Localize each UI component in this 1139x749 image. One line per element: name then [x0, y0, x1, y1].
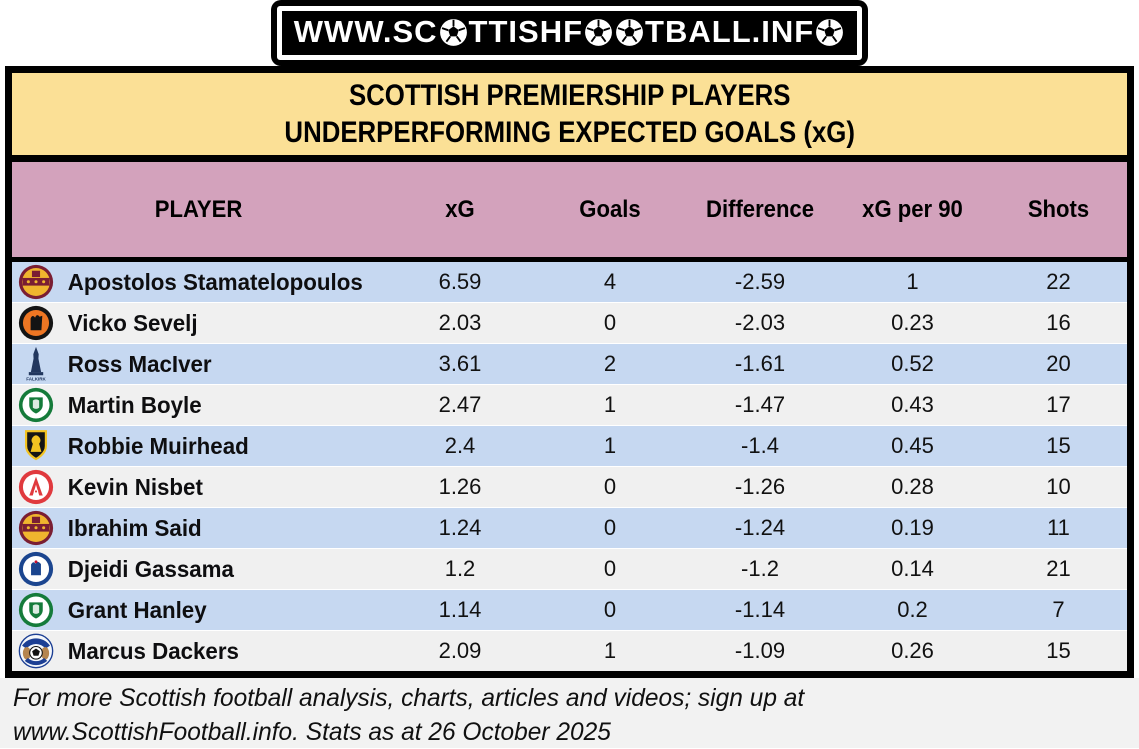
shots-value: 15: [1046, 638, 1071, 663]
column-header-xg: xG: [445, 195, 475, 223]
xg-per-90-value: 1: [906, 269, 919, 294]
goals-value: 0: [603, 310, 617, 335]
player-name: Grant Hanley: [67, 596, 207, 623]
xg-value: 2.09: [438, 638, 482, 663]
xg-per-90-value: 0.23: [891, 310, 934, 335]
column-header-goals: Goals: [579, 195, 641, 223]
shots-value: 15: [1046, 433, 1071, 458]
hibernian-crest: [12, 590, 60, 630]
shots-value: 11: [1047, 515, 1070, 540]
site-banner: WWW.SC TTISHF TBALL.INF: [270, 0, 869, 66]
xg-value: 2.47: [438, 392, 482, 417]
xg-per-90-value: 0.43: [891, 392, 934, 417]
player-name: Apostolos Stamatelopoulos: [67, 268, 363, 295]
table-row: Martin Boyle 2.47 1 -1.47 0.43 17: [12, 385, 1127, 426]
difference-value: -1.4: [741, 433, 779, 458]
table-row: Robbie Muirhead 2.4 1 -1.4 0.45 15: [12, 426, 1127, 467]
goals-value: 1: [603, 392, 617, 417]
column-header-difference: Difference: [706, 195, 814, 223]
page-title: SCOTTISH PREMIERSHIP PLAYERS UNDERPERFOR…: [12, 73, 1127, 162]
goals-value: 0: [603, 556, 617, 581]
table-row: Vicko Sevelj 2.03 0 -2.03 0.23 16: [12, 303, 1127, 344]
goals-value: 2: [603, 351, 617, 376]
table-row: Grant Hanley 1.14 0 -1.14 0.2 7: [12, 590, 1127, 631]
hibernian-crest: [12, 385, 60, 425]
xg-value: 1.14: [438, 597, 482, 622]
goals-value: 1: [603, 638, 617, 663]
shots-value: 7: [1052, 597, 1065, 622]
column-header-player: PLAYER: [154, 195, 243, 223]
xg-per-90-value: 0.2: [897, 597, 928, 622]
player-name: Vicko Sevelj: [67, 309, 198, 336]
title-line-1: SCOTTISH PREMIERSHIP PLAYERS: [348, 79, 791, 112]
footer-line-1: For more Scottish football analysis, cha…: [13, 684, 805, 712]
player-name: Ross MacIver: [67, 350, 212, 377]
player-name: Martin Boyle: [67, 391, 202, 418]
difference-value: -1.09: [734, 638, 786, 663]
table-row: Ibrahim Said 1.24 0 -1.24 0.19 11: [12, 508, 1127, 549]
goals-value: 0: [603, 597, 617, 622]
table-row: Kevin Nisbet 1.26 0 -1.26 0.28 10: [12, 467, 1127, 508]
xg-per-90-value: 0.26: [891, 638, 934, 663]
svg-text:FALKIRK: FALKIRK: [26, 377, 46, 382]
player-name: Marcus Dackers: [67, 637, 239, 664]
livingston-crest: [12, 426, 60, 466]
xg-value: 2.03: [438, 310, 482, 335]
shots-value: 17: [1046, 392, 1071, 417]
difference-value: -1.61: [734, 351, 786, 376]
table-row: Djeidi Gassama 1.2 0 -1.2 0.14 21: [12, 549, 1127, 590]
difference-value: -1.2: [741, 556, 779, 581]
player-name: Robbie Muirhead: [67, 432, 249, 459]
xg-value: 6.59: [438, 269, 482, 294]
xg-per-90-value: 0.14: [891, 556, 934, 581]
shots-value: 20: [1046, 351, 1071, 376]
difference-value: -1.47: [734, 392, 786, 417]
site-banner-text: WWW.SC TTISHF TBALL.INF: [276, 6, 863, 60]
xg-value: 2.4: [444, 433, 476, 458]
footer-line-2: www.ScottishFootball.info. Stats as at 2…: [13, 718, 611, 746]
column-header-xg-per-90: xG per 90: [862, 195, 963, 223]
difference-value: -2.03: [734, 310, 786, 335]
column-header-shots: Shots: [1027, 195, 1090, 223]
shots-value: 16: [1046, 310, 1071, 335]
table-row: FALKIRK Ross MacIver 3.61 2 -1.61 0.52 2…: [12, 344, 1127, 385]
motherwell-crest: [12, 508, 60, 548]
xg-per-90-value: 0.28: [891, 474, 934, 499]
goals-value: 0: [603, 515, 617, 540]
xg-per-90-value: 0.52: [891, 351, 934, 376]
kilmarnock-crest: [12, 631, 60, 671]
stats-table-card: SCOTTISH PREMIERSHIP PLAYERS UNDERPERFOR…: [5, 66, 1134, 678]
xg-per-90-value: 0.19: [891, 515, 934, 540]
title-line-2: UNDERPERFORMING EXPECTED GOALS (xG): [284, 116, 855, 149]
goals-value: 1: [603, 433, 617, 458]
falkirk-crest: FALKIRK: [12, 344, 60, 384]
footer-note: For more Scottish football analysis, cha…: [0, 678, 1139, 748]
xg-value: 3.61: [438, 351, 482, 376]
difference-value: -1.26: [734, 474, 786, 499]
xg-per-90-value: 0.45: [891, 433, 934, 458]
table-header: PLAYER xG Goals Difference xG per 90 Sho…: [12, 162, 1127, 262]
table-row: Apostolos Stamatelopoulos 6.59 4 -2.59 1…: [12, 262, 1127, 303]
shots-value: 21: [1046, 556, 1071, 581]
xg-value: 1.26: [438, 474, 482, 499]
difference-value: -2.59: [734, 269, 786, 294]
xg-value: 1.2: [444, 556, 476, 581]
table-body: Apostolos Stamatelopoulos 6.59 4 -2.59 1…: [12, 262, 1127, 671]
motherwell-crest: [12, 262, 60, 302]
player-name: Kevin Nisbet: [67, 473, 203, 500]
table-row: Marcus Dackers 2.09 1 -1.09 0.26 15: [12, 631, 1127, 671]
difference-value: -1.14: [734, 597, 786, 622]
dundee-united-crest: [12, 303, 60, 343]
player-name: Ibrahim Said: [67, 514, 202, 541]
shots-value: 10: [1046, 474, 1071, 499]
aberdeen-crest: [12, 467, 60, 507]
top-band: WWW.SC TTISHF TBALL.INF: [0, 0, 1139, 66]
shots-value: 22: [1046, 269, 1071, 294]
goals-value: 0: [603, 474, 617, 499]
rangers-crest: [12, 549, 60, 589]
difference-value: -1.24: [734, 515, 786, 540]
xg-value: 1.24: [438, 515, 482, 540]
player-name: Djeidi Gassama: [67, 555, 234, 582]
goals-value: 4: [603, 269, 617, 294]
